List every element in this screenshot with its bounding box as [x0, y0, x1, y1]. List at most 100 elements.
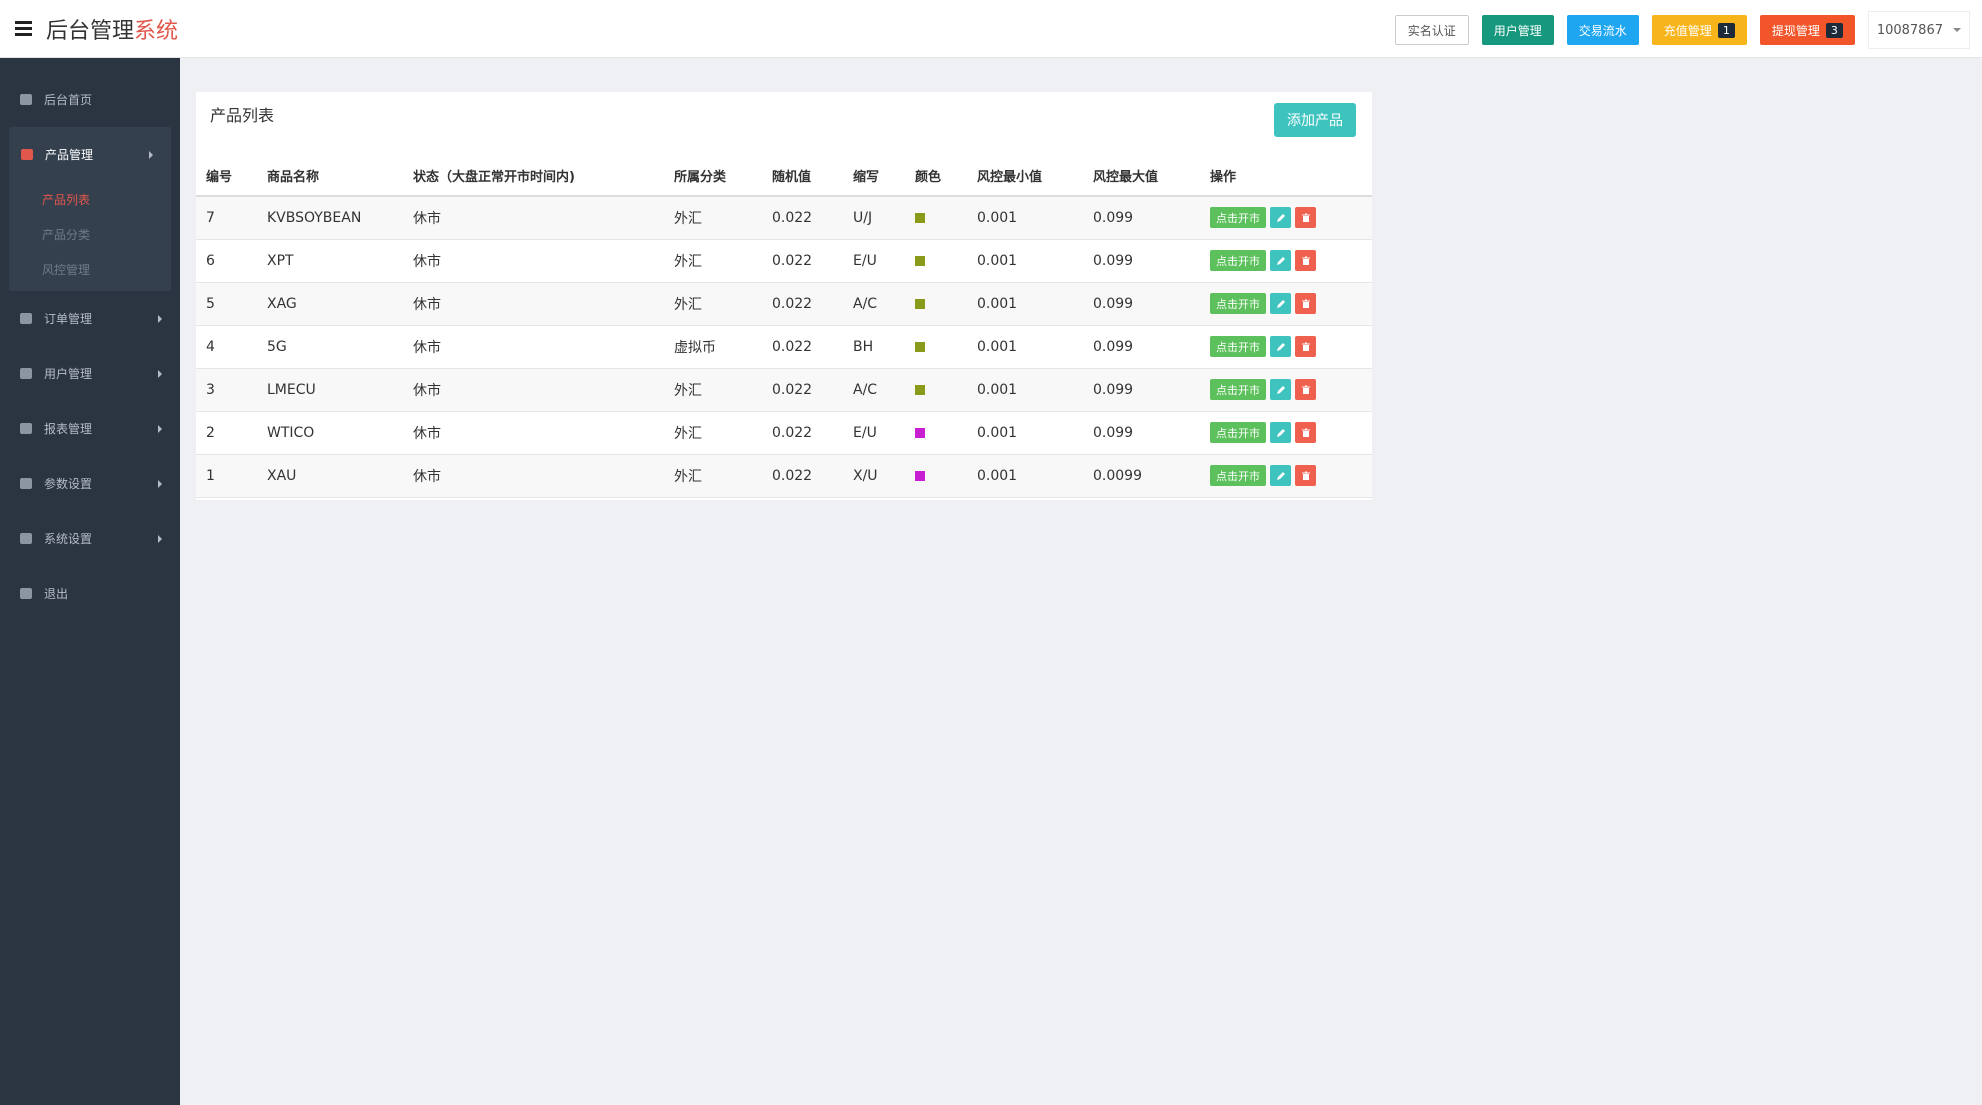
nav-arrow — [158, 315, 162, 323]
button-label: 充值管理 — [1663, 23, 1712, 38]
column-header: 颜色 — [905, 155, 967, 197]
delete-button[interactable] — [1295, 293, 1316, 314]
nav-item[interactable]: 用户管理 — [0, 346, 180, 401]
column-header: 所属分类 — [664, 155, 762, 197]
top-button[interactable]: 交易流水 — [1566, 15, 1639, 45]
nav-sub-item[interactable]: 风控管理 — [42, 263, 91, 277]
nav-sub-item[interactable]: 产品列表 — [42, 193, 91, 207]
color-cell — [905, 325, 967, 369]
cell: 0.022 — [762, 196, 843, 240]
actions-cell: 点击开市 — [1200, 454, 1372, 498]
cell: X/U — [843, 454, 905, 498]
top-button[interactable]: 充值管理 1 — [1651, 15, 1747, 45]
cell: 0.001 — [967, 368, 1083, 412]
open-market-button[interactable]: 点击开市 — [1210, 465, 1266, 486]
brand: 后台管理系统 — [46, 13, 178, 45]
delete-button[interactable] — [1295, 465, 1316, 486]
delete-icon — [1301, 342, 1310, 351]
edit-button[interactable] — [1270, 465, 1291, 486]
color-swatch — [915, 427, 925, 438]
button-label: 交易流水 — [1578, 23, 1627, 38]
nav-item[interactable]: 退出 — [0, 566, 180, 621]
open-market-button[interactable]: 点击开市 — [1210, 293, 1266, 314]
top-button[interactable]: 实名认证 — [1394, 15, 1469, 45]
column-header: 操作 — [1200, 155, 1372, 197]
cell: 休市 — [403, 454, 664, 498]
actions-cell: 点击开市 — [1200, 325, 1372, 369]
edit-icon — [1276, 342, 1285, 351]
edit-icon — [1276, 428, 1285, 437]
edit-button[interactable] — [1270, 207, 1291, 229]
open-market-button[interactable]: 点击开市 — [1210, 207, 1266, 229]
edit-button[interactable] — [1270, 293, 1291, 314]
add-button[interactable]: 添加产品 — [1274, 103, 1356, 137]
column-header: 商品名称 — [257, 155, 403, 197]
nav-item[interactable]: 产品管理 — [9, 127, 171, 182]
top-button[interactable]: 提现管理 3 — [1759, 15, 1855, 45]
edit-icon — [1276, 213, 1285, 222]
cell: 0.001 — [967, 454, 1083, 498]
color-cell — [905, 239, 967, 283]
cell: A/C — [843, 282, 905, 326]
nav-label: 后台首页 — [44, 93, 93, 107]
panel-title: 产品列表 — [210, 106, 275, 125]
cell: 2 — [196, 411, 257, 455]
delete-button[interactable] — [1295, 422, 1316, 443]
caret — [1953, 28, 1961, 32]
nav-group: 产品管理产品列表产品分类风控管理 — [9, 127, 171, 291]
cell: 0.099 — [1083, 411, 1200, 455]
open-market-button[interactable]: 点击开市 — [1210, 379, 1266, 400]
actions: 点击开市 — [1210, 336, 1371, 357]
open-market-button[interactable]: 点击开市 — [1210, 336, 1266, 357]
menu-toggle[interactable] — [15, 21, 32, 36]
edit-button[interactable] — [1270, 336, 1291, 357]
nav-label: 退出 — [44, 587, 69, 601]
edit-button[interactable] — [1270, 379, 1291, 400]
cell: 休市 — [403, 411, 664, 455]
actions: 点击开市 — [1210, 465, 1371, 486]
nav-item[interactable]: 报表管理 — [0, 401, 180, 456]
delete-button[interactable] — [1295, 379, 1316, 400]
delete-icon — [1301, 299, 1310, 308]
nav-arrow — [158, 370, 162, 378]
cell: 0.022 — [762, 454, 843, 498]
edit-button[interactable] — [1270, 250, 1291, 271]
delete-icon — [1301, 428, 1310, 437]
cell: 休市 — [403, 368, 664, 412]
open-market-button[interactable]: 点击开市 — [1210, 422, 1266, 443]
edit-button[interactable] — [1270, 422, 1291, 443]
delete-button[interactable] — [1295, 207, 1316, 229]
nav-item[interactable]: 订单管理 — [0, 291, 180, 346]
nav-sub-item[interactable]: 产品分类 — [42, 228, 91, 242]
cell: XPT — [257, 239, 403, 283]
table-row: 3 LMECU 休市 外汇 0.022 A/C 0.001 0.099 点击开市 — [196, 368, 1372, 412]
color-swatch — [915, 341, 925, 352]
color-cell — [905, 454, 967, 498]
top-buttons: 实名认证 用户管理 交易流水 充值管理 1 提现管理 3 10087867 — [1394, 11, 1970, 49]
actions: 点击开市 — [1210, 207, 1371, 229]
delete-icon — [1301, 256, 1310, 265]
table-row: 1 XAU 休市 外汇 0.022 X/U 0.001 0.0099 点击开市 — [196, 454, 1372, 498]
edit-icon — [1276, 385, 1285, 394]
cell: 0.099 — [1083, 368, 1200, 412]
open-market-button[interactable]: 点击开市 — [1210, 250, 1266, 271]
button-label: 提现管理 — [1771, 23, 1820, 38]
actions: 点击开市 — [1210, 422, 1371, 443]
panel: 产品列表 添加产品 编号 商品名称 状态（大盘正常开市时间内) 所属分类 随机值 缩写 颜色… — [196, 92, 1372, 500]
top-button[interactable]: 用户管理 — [1481, 15, 1554, 45]
cell: A/C — [843, 368, 905, 412]
delete-button[interactable] — [1295, 250, 1316, 271]
user-id: 10087867 — [1876, 22, 1943, 38]
delete-button[interactable] — [1295, 336, 1316, 357]
cell: KVBSOYBEAN — [257, 196, 403, 240]
delete-icon — [1301, 213, 1310, 222]
user-menu[interactable]: 10087867 — [1867, 11, 1970, 49]
nav-item[interactable]: 后台首页 — [0, 72, 180, 127]
cell: 0.099 — [1083, 325, 1200, 369]
cell: 休市 — [403, 196, 664, 240]
nav-item[interactable]: 参数设置 — [0, 456, 180, 511]
nav-item[interactable]: 系统设置 — [0, 511, 180, 566]
cell: 7 — [196, 196, 257, 240]
table-row: 4 5G 休市 虚拟币 0.022 BH 0.001 0.099 点击开市 — [196, 325, 1372, 369]
